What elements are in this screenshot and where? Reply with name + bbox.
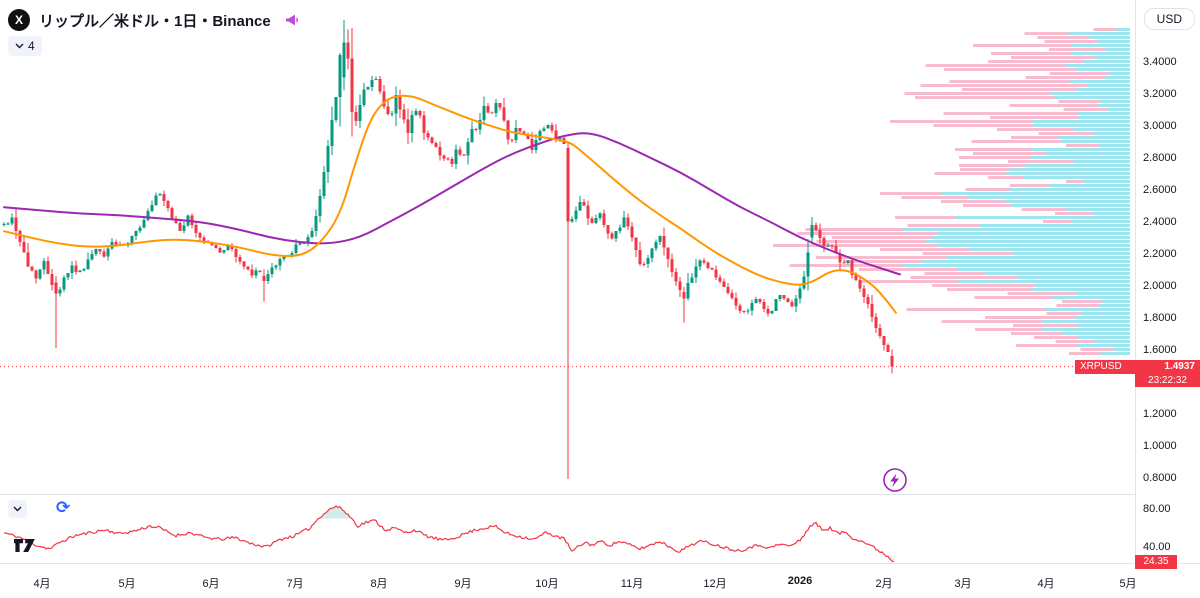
time-axis-label: 6月: [202, 578, 220, 590]
moving-average-fast: [3, 94, 897, 314]
price-axis-label: 2.8000: [1143, 151, 1177, 164]
time-axis-label: 5月: [1119, 578, 1137, 590]
symbol-logo-icon[interactable]: X: [8, 9, 30, 31]
price-axis-label: 1.0000: [1143, 439, 1177, 452]
price-axis-label: 0.8000: [1143, 471, 1177, 484]
price-axis[interactable]: 80.00 40.00 3.4000 3.2000 3.0000 2.8000 2.6000…: [1135, 0, 1200, 563]
time-axis-label: 4月: [33, 578, 51, 590]
time-axis-label: 11月: [620, 578, 644, 590]
price-axis-label: 2.6000: [1143, 183, 1177, 196]
rsi-value-badge: 24.35: [1135, 554, 1177, 569]
lightning-icon[interactable]: [882, 467, 908, 493]
pane-separator[interactable]: [0, 494, 1200, 495]
chart-header: X リップル／米ドル・1日・Binance: [8, 9, 300, 31]
time-axis-label: 5月: [118, 578, 136, 590]
currency-toggle-button[interactable]: USD: [1143, 8, 1195, 30]
price-axis-label: 2.2000: [1143, 247, 1177, 260]
price-axis-label: 3.4000: [1143, 55, 1177, 68]
time-axis-label: 2026: [787, 575, 813, 587]
time-axis-label: 9月: [454, 578, 472, 590]
time-axis-label: 12月: [703, 578, 727, 590]
time-axis-label: 10月: [535, 578, 559, 590]
time-axis-label: 7月: [286, 578, 304, 590]
megaphone-icon[interactable]: [284, 12, 300, 28]
symbol-title[interactable]: リップル／米ドル・1日・Binance: [39, 12, 271, 30]
price-axis-label: 1.2000: [1143, 407, 1177, 420]
last-price-badge: XRPUSD 1.4937 23:22:32: [1075, 359, 1200, 387]
time-axis-label: 8月: [370, 578, 388, 590]
time-axis-label: 2月: [875, 578, 893, 590]
tradingview-logo[interactable]: [12, 536, 42, 560]
refresh-icon[interactable]: ⟳: [56, 498, 71, 517]
price-axis-label: 1.6000: [1143, 343, 1177, 356]
time-axis-label: 4月: [1037, 578, 1055, 590]
price-axis-label: 3.0000: [1143, 119, 1177, 132]
chart-canvas[interactable]: [0, 0, 1135, 563]
candlesticks: [2, 20, 894, 480]
rsi-zone-fill: [890, 556, 894, 562]
rsi-zone-fill: [320, 505, 350, 519]
time-axis-label: 3月: [954, 578, 972, 590]
badge-symbol: XRPUSD: [1080, 360, 1122, 372]
rsi-axis-label: 80.00: [1143, 503, 1171, 515]
rsi-axis-label: 40.00: [1143, 541, 1171, 553]
price-axis-label: 3.2000: [1143, 87, 1177, 100]
indicator-collapse-button[interactable]: [8, 500, 27, 518]
chevron-down-icon: [15, 43, 24, 49]
badge-price: 1.4937: [1164, 360, 1195, 372]
legend-collapse-button[interactable]: 4: [8, 36, 42, 56]
price-axis-label: 1.8000: [1143, 311, 1177, 324]
chevron-down-icon: [13, 506, 22, 512]
legend-collapsed-count: 4: [28, 39, 35, 53]
badge-countdown: 23:22:32: [1135, 373, 1200, 387]
volume-profile: [772, 28, 1130, 355]
rsi-line: [3, 505, 895, 563]
price-axis-label: 2.0000: [1143, 279, 1177, 292]
price-axis-label: 2.4000: [1143, 215, 1177, 228]
moving-average-slow: [3, 132, 901, 276]
